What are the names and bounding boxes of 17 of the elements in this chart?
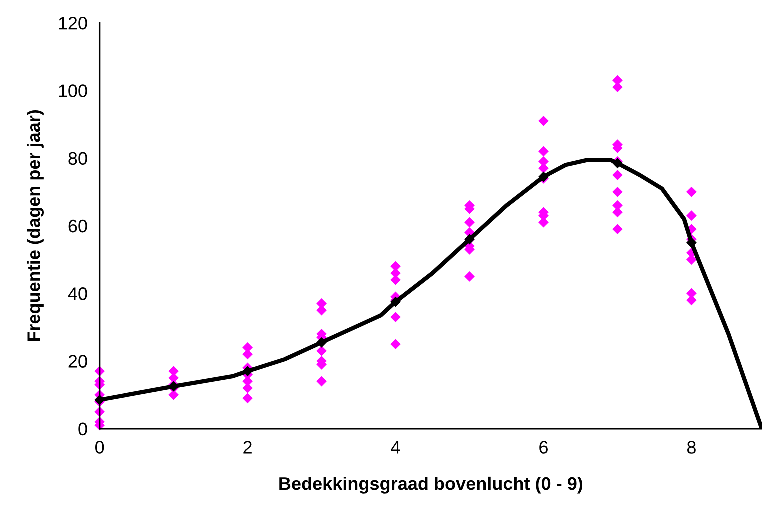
- y-tick-label: 80: [68, 152, 88, 166]
- x-tick-label: 4: [391, 441, 400, 454]
- y-tick-label: 20: [68, 355, 88, 368]
- x-tick-label: 0: [96, 441, 104, 454]
- point: [686, 238, 697, 248]
- x-tick-label: 8: [687, 441, 696, 454]
- y-tick-label: 120: [59, 17, 88, 30]
- y-axis-title: Frequentie (dagen per jaar): [27, 110, 44, 342]
- point: [242, 366, 253, 377]
- point: [316, 337, 327, 348]
- x-axis-title: Bedekkingsgraad bovenlucht (0 - 9): [280, 476, 583, 494]
- y-tick-label: 60: [68, 220, 88, 233]
- x-tick-label: 6: [540, 441, 548, 454]
- y-tick-label: 0: [78, 422, 88, 436]
- y-tick-label: 40: [68, 288, 88, 300]
- x-tick-label: 2: [244, 441, 252, 454]
- y-tick-label: 100: [59, 84, 88, 98]
